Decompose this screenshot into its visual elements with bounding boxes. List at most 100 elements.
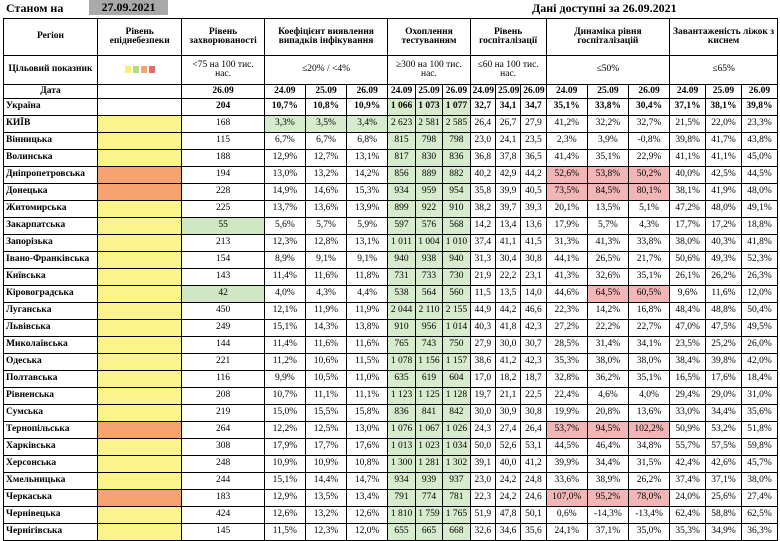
table-cell: 42,3 <box>520 319 547 337</box>
table-cell: 13,5% <box>304 489 348 507</box>
table-cell: 37,1% <box>705 472 742 490</box>
table-cell: 40,0% <box>669 166 707 184</box>
table-cell <box>96 404 183 422</box>
table-cell: 53,8% <box>586 166 629 184</box>
table-cell: 102,2% <box>627 421 671 439</box>
target-testing: ≥300 на 100 тис. нас. <box>387 55 471 85</box>
table-cell: Одеська <box>3 353 98 371</box>
table-cell: 29,4% <box>669 387 707 405</box>
table-cell: 5,7% <box>586 217 629 235</box>
table-cell: 1 810 <box>387 506 416 524</box>
date-cell: 25.09 <box>586 84 629 99</box>
table-row: Миколаївська 144 11,4% 11,6% 11,6% 765 743 750 2… <box>3 336 779 354</box>
table-cell: 26,3% <box>740 268 779 286</box>
target-oxygen: ≤65% <box>669 55 778 85</box>
table-cell: 12,7% <box>304 149 348 167</box>
table-cell: 11,6% <box>304 268 348 286</box>
table-cell: 5,1% <box>627 200 671 218</box>
table-cell: 35,8 <box>469 183 496 201</box>
table-cell: 6,7% <box>304 132 348 150</box>
table-cell: 46,6 <box>520 302 547 320</box>
date-epi-blank <box>96 84 183 99</box>
table-cell: 38,4% <box>669 353 707 371</box>
table-cell: 39,9% <box>545 455 588 473</box>
table-cell: 959 <box>414 183 444 201</box>
table-cell: 3,9% <box>586 132 629 150</box>
date-cell: 25.09 <box>705 84 742 99</box>
table-cell: 38,0% <box>627 353 671 371</box>
date-cell: 25.09 <box>494 84 522 99</box>
table-cell: 194 <box>181 166 265 184</box>
table-cell <box>96 234 183 252</box>
table-row: Вінницька 115 6,7% 6,7% 6,8% 815 798 798 23,0 24,… <box>3 132 779 150</box>
table-cell: Київська <box>3 268 98 286</box>
table-cell: 42,6% <box>705 455 742 473</box>
table-cell: 24,0% <box>669 489 707 507</box>
table-cell: 43,8% <box>740 132 779 150</box>
table-cell: 17,7% <box>669 217 707 235</box>
table-cell: 12,1% <box>263 302 306 320</box>
table-cell: 33,0% <box>669 404 707 422</box>
table-cell: 1 014 <box>442 319 471 337</box>
table-cell <box>96 200 183 218</box>
table-cell: -0,8% <box>627 132 671 150</box>
table-cell: 84,5% <box>586 183 629 201</box>
table-row: Львівська 249 15,1% 14,3% 13,8% 910 956 1 014 40… <box>3 319 779 337</box>
table-cell: 24,2 <box>494 472 522 490</box>
table-cell: 424 <box>181 506 265 524</box>
table-cell: 798 <box>414 132 444 150</box>
table-cell: 37,4% <box>669 472 707 490</box>
table-cell: 22,5 <box>520 387 547 405</box>
date-cell: 26.09 <box>627 84 671 99</box>
table-cell: Полтавська <box>3 370 98 388</box>
table-cell: 37,4 <box>469 234 496 252</box>
table-cell: 11,6% <box>304 336 348 354</box>
table-cell: 24,8 <box>520 472 547 490</box>
table-cell: 23,5% <box>669 336 707 354</box>
table-cell: 18,4% <box>740 370 779 388</box>
table-cell: 16,5% <box>669 370 707 388</box>
table-cell: 41,8 <box>494 319 522 337</box>
table-cell: 32,8% <box>545 370 588 388</box>
table-cell: 78,0% <box>627 489 671 507</box>
table-cell: 73,5% <box>545 183 588 201</box>
table-cell: 17,9% <box>263 438 306 456</box>
table-cell: 13,0% <box>263 166 306 184</box>
table-cell: Кіровоградська <box>3 285 98 303</box>
table-cell: 50,4% <box>740 302 779 320</box>
table-cell: 23,0 <box>469 472 496 490</box>
table-cell: 41,2 <box>494 353 522 371</box>
col-testing: Охоплення тестуванням <box>387 18 471 56</box>
table-cell: 44,9 <box>469 302 496 320</box>
table-cell: 21,5% <box>669 115 707 133</box>
table-cell: 2 044 <box>387 302 416 320</box>
table-cell: 815 <box>387 132 416 150</box>
table-cell: 26,4 <box>469 115 496 133</box>
table-cell <box>96 268 183 286</box>
table-cell: 560 <box>442 285 471 303</box>
table-cell: 856 <box>387 166 416 184</box>
table-row: Полтавська 116 9,9% 10,5% 11,0% 635 619 604 17,0… <box>3 370 779 388</box>
table-cell: Черкаська <box>3 489 98 507</box>
table-cell: 48,0% <box>740 183 779 201</box>
table-cell: 50,0 <box>469 438 496 456</box>
table-cell: 538 <box>387 285 416 303</box>
table-cell: 13,4 <box>494 217 522 235</box>
table-cell: 1 128 <box>442 387 471 405</box>
table-cell: 934 <box>387 472 416 490</box>
table-cell: 1 011 <box>387 234 416 252</box>
table-cell: 40,3 <box>469 319 496 337</box>
table-cell: 32,6% <box>586 268 629 286</box>
table-cell: 2 155 <box>442 302 471 320</box>
table-cell: 576 <box>414 217 444 235</box>
table-cell: 14,2% <box>346 166 389 184</box>
table-cell: 26,0% <box>740 336 779 354</box>
table-cell: 13,6% <box>304 200 348 218</box>
table-cell: 13,6% <box>627 404 671 422</box>
table-cell: 17,6% <box>705 370 742 388</box>
table-cell: 13,1% <box>346 149 389 167</box>
table-cell: 38,0% <box>669 234 707 252</box>
table-cell: 39,8% <box>705 353 742 371</box>
table-cell: 47,8 <box>494 506 522 524</box>
table-cell: 39,3 <box>520 200 547 218</box>
